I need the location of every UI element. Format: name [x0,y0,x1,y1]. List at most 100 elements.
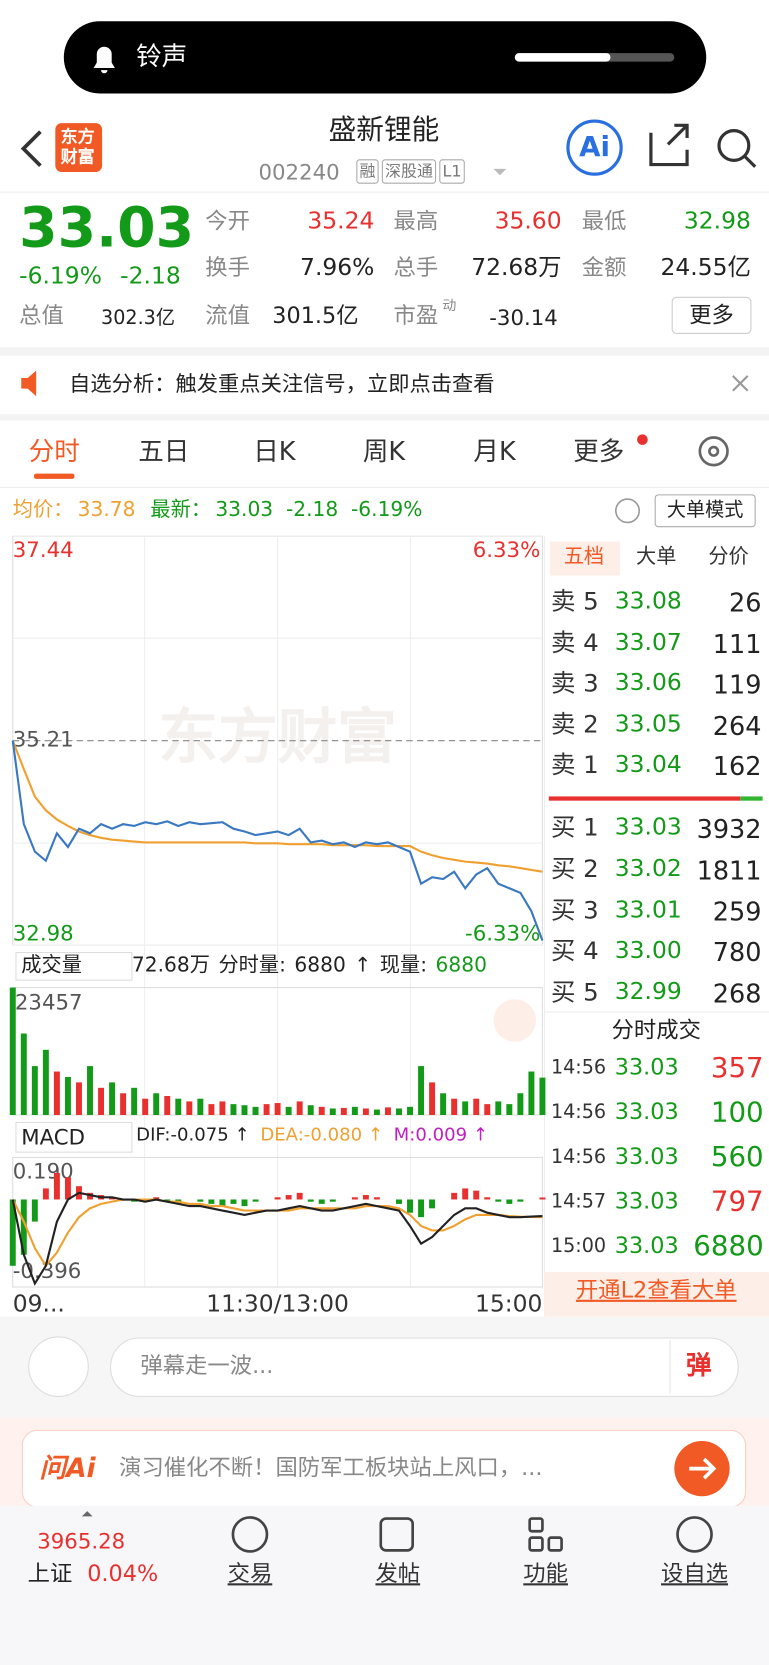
macd-bar [506,1199,513,1204]
field-label: 总手 [393,254,439,281]
volume-bar [539,1077,546,1115]
book-price: 33.08 [614,588,682,615]
avg-label: 均价： [12,498,74,522]
volume-label[interactable]: 成交量 [21,953,82,977]
banner-text[interactable]: 自选分析：触发重点关注信号，立即点击查看 [69,370,495,397]
field-label: 流值 [205,302,250,329]
volume-bar [109,1082,116,1115]
search-icon[interactable] [717,129,751,162]
expand-button[interactable] [493,999,537,1042]
avg-value: 33.78 [77,498,136,522]
trade-icon[interactable] [231,1516,269,1553]
index-change[interactable]: 0.04% [87,1560,159,1587]
func-icon[interactable] [528,1517,544,1533]
ratio-sell [548,796,741,801]
volume-bar [329,1108,336,1115]
volume-dropdown[interactable] [15,951,133,981]
close-icon[interactable] [732,375,749,392]
book-price: 33.00 [614,938,682,965]
tag: 深股通 [381,159,437,184]
macd-label[interactable]: MACD [21,1124,86,1151]
nav-item[interactable]: 设自选 [661,1560,729,1587]
macd-bar [197,1199,204,1202]
field-label: 最高 [393,208,439,234]
nav-bar [0,1505,769,1665]
m-text: M:0.009 ↑ [393,1124,488,1146]
info-change: -2.18 [285,498,339,522]
more-button[interactable] [671,296,752,334]
tab[interactable]: 分时 [28,436,80,467]
comment-input[interactable] [110,1337,739,1397]
volume-bar [440,1093,447,1115]
macd-bar [9,1199,16,1266]
macd-bar [241,1199,248,1207]
volume-bar [396,1108,402,1115]
more-label[interactable]: 更多 [689,302,734,328]
dropdown-icon[interactable] [493,168,507,176]
field-value: 72.68万 [471,254,562,282]
macd-bar [539,1197,546,1200]
book-volume: 780 [712,938,762,968]
macd-bar [517,1199,524,1202]
comment-placeholder[interactable]: 弹幕走一波... [140,1352,274,1379]
volume-bar [75,1082,82,1115]
macd-bar [219,1199,226,1207]
back-icon[interactable] [20,130,42,167]
book-label: 卖 4 [550,629,599,657]
notification-pill [63,21,707,94]
volume-bar [175,1098,182,1115]
trade-time: 14:56 [550,1101,607,1124]
dif-line [11,1191,543,1286]
volume-bar [528,1071,535,1115]
minute-arrow: ↑ [354,953,372,977]
trade-price: 33.03 [614,1143,679,1170]
nav-item[interactable]: 功能 [523,1560,568,1587]
post-icon[interactable] [379,1517,415,1552]
nav-item[interactable]: 发帖 [375,1560,421,1587]
ai-bar-label: 问Ai [39,1452,96,1484]
book-volume: 3932 [696,814,762,845]
field-value: 32.98 [683,208,751,235]
mode-label[interactable]: 大单模式 [666,499,744,522]
field-value: 7.96% [300,254,375,282]
index-name[interactable]: 上证 [27,1560,73,1587]
l2-link[interactable]: 开通L2查看大单 [575,1277,737,1303]
macd-bar [274,1197,281,1200]
volume-total: 72.68万 [131,953,210,977]
book-volume: 119 [712,670,762,700]
volume-bar [263,1104,270,1115]
change-pct: -6.19% [19,263,102,290]
macd-bar [109,1197,116,1200]
help-icon[interactable] [615,498,641,524]
danmaku-button[interactable]: 弹 [686,1350,712,1381]
danmaku-toggle[interactable] [28,1336,89,1397]
last-label: 最新： [150,498,212,522]
tab[interactable]: 周K [362,436,406,467]
ai-label[interactable]: Ai [579,131,610,164]
field-value: -30.14 [489,304,558,331]
settings-icon[interactable] [698,436,729,467]
volume-bar [307,1105,314,1115]
macd-bar [64,1177,71,1200]
volume-bar [241,1105,248,1115]
notification-label: 铃声 [136,41,188,72]
y-tick-label: 37.44 [13,538,74,563]
minute-label: 分时量: [218,953,286,977]
mode-button[interactable] [654,494,756,528]
macd-bar [396,1199,402,1204]
book-tab[interactable]: 五档 [563,544,605,569]
book-tab[interactable]: 分价 [708,544,749,569]
ai-button[interactable] [566,119,623,176]
watch-icon[interactable] [676,1516,713,1553]
tab[interactable]: 月K [473,436,516,467]
tab[interactable]: 日K [253,436,296,467]
ai-bar-text[interactable]: 演习催化不断！国防军工板块站上风口，... [119,1454,543,1481]
macd-dropdown[interactable] [15,1121,133,1153]
tab[interactable]: 五日 [138,436,190,467]
book-tab[interactable]: 大单 [636,544,677,569]
nav-item[interactable]: 交易 [227,1560,273,1587]
index-value[interactable]: 3965.28 [37,1528,126,1554]
share-icon[interactable] [649,123,689,167]
tags: 融深股通 L1 [356,159,465,184]
tab[interactable]: 更多 [573,436,625,467]
